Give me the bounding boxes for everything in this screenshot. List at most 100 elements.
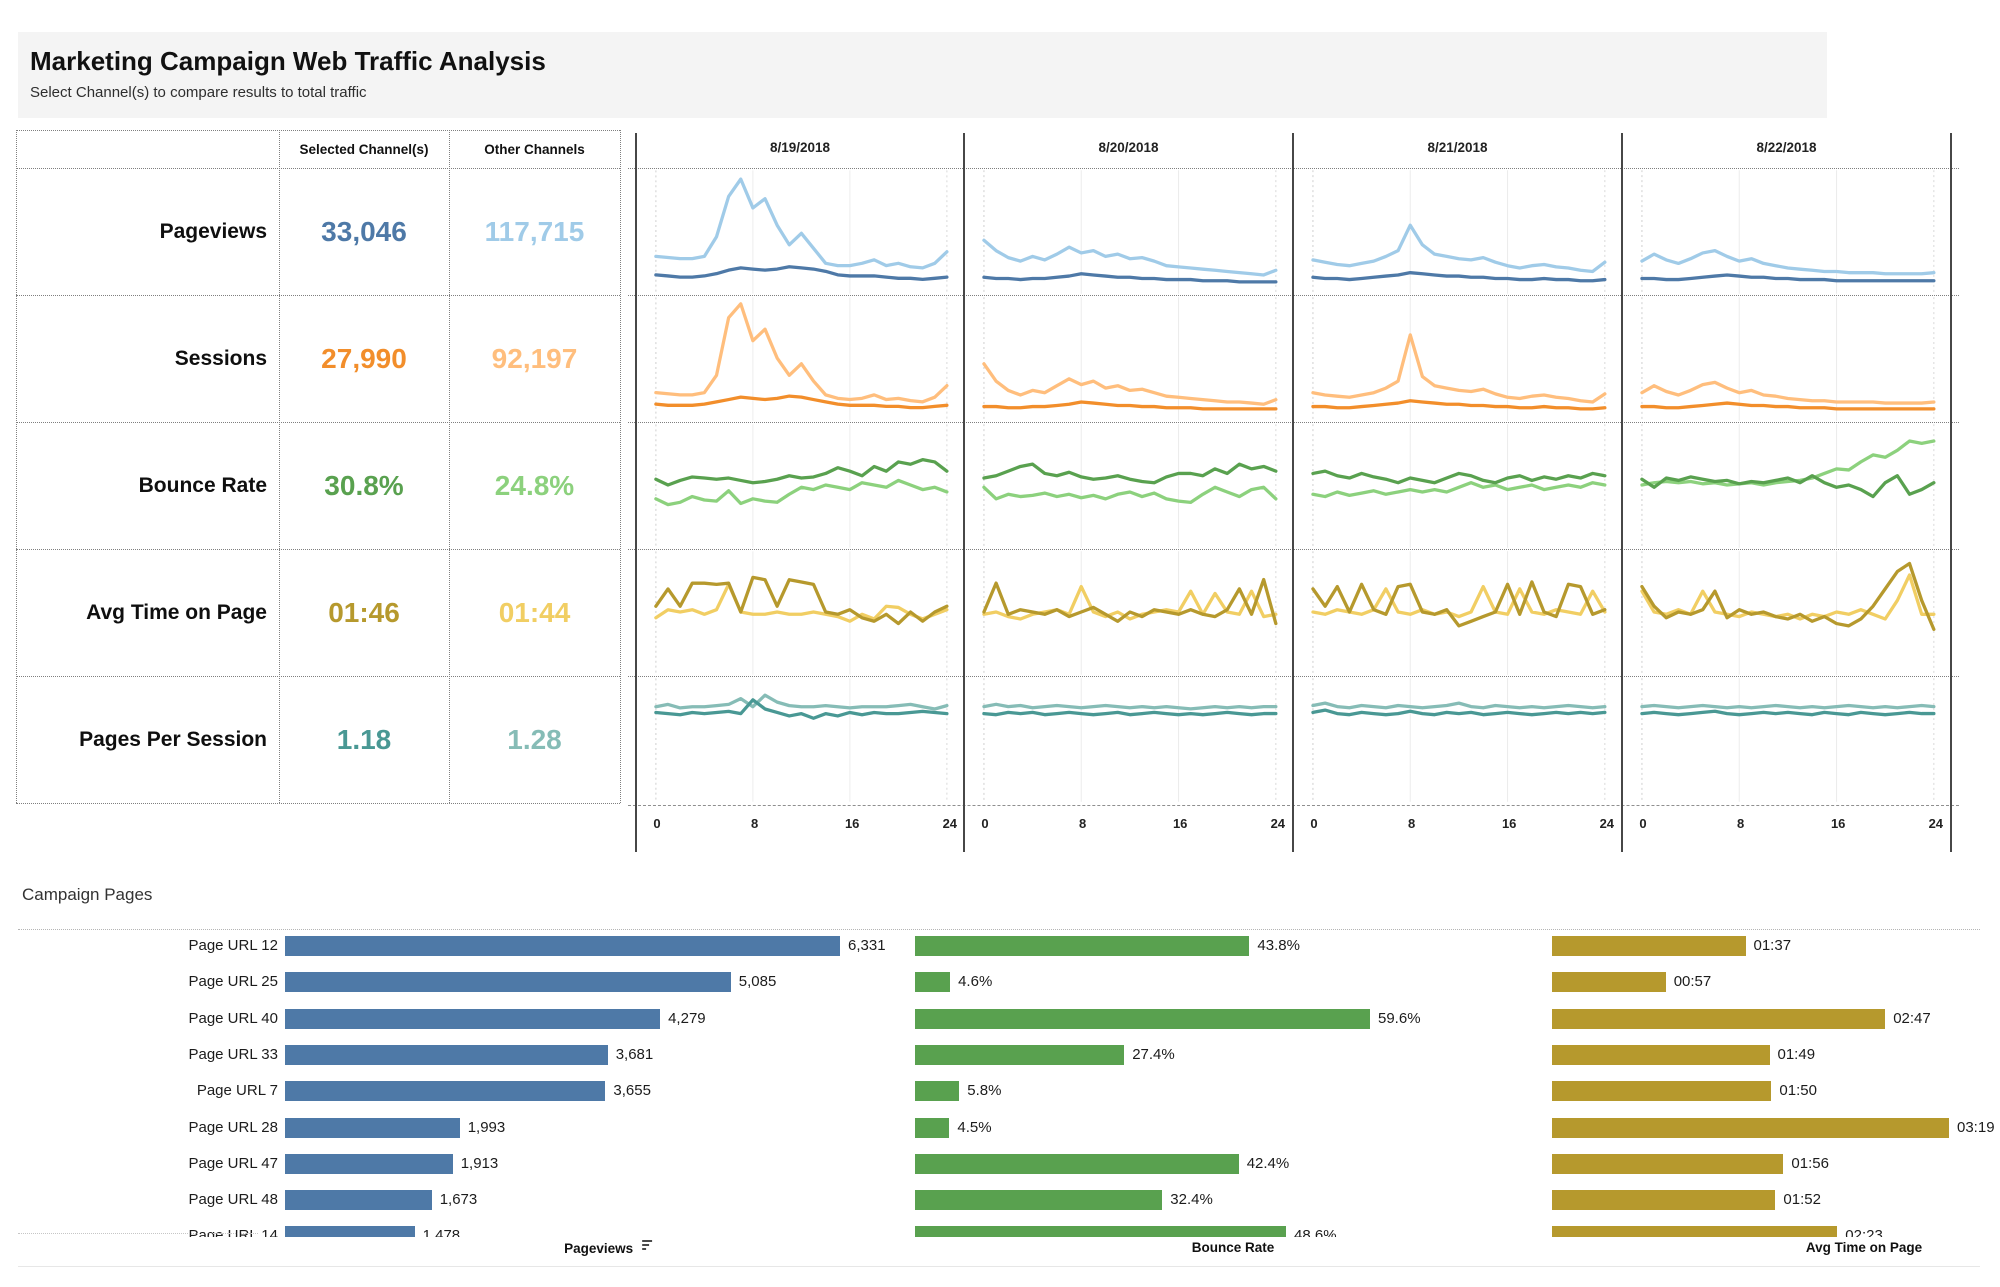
avg-time-bar[interactable] bbox=[1552, 1190, 1776, 1210]
table-border-horizontal bbox=[16, 422, 620, 423]
sparkline-panel[interactable] bbox=[1623, 297, 1949, 421]
sparkline-selected[interactable] bbox=[654, 698, 949, 720]
sparkline-panel[interactable] bbox=[965, 551, 1291, 675]
sparkline-selected[interactable] bbox=[1311, 708, 1607, 717]
kpi-value-other[interactable]: 01:44 bbox=[498, 596, 571, 628]
sparkline-panel[interactable] bbox=[1623, 678, 1949, 802]
sparkline-selected[interactable] bbox=[1640, 401, 1936, 411]
sparkline-panel[interactable] bbox=[965, 297, 1291, 421]
pageviews-bar[interactable] bbox=[285, 1154, 453, 1174]
pageviews-bar[interactable] bbox=[285, 1045, 608, 1065]
sparkline-panel[interactable] bbox=[1623, 170, 1949, 294]
kpi-value-selected[interactable]: 30.8% bbox=[324, 469, 404, 501]
sparkline-panel[interactable] bbox=[1623, 424, 1949, 548]
avg-time-bar[interactable] bbox=[1552, 936, 1746, 956]
sparkline-panel[interactable] bbox=[637, 551, 962, 675]
avg-time-bar[interactable] bbox=[1552, 1045, 1770, 1065]
avg-time-bar[interactable] bbox=[1552, 1154, 1784, 1174]
avg-time-bar[interactable] bbox=[1552, 1009, 1886, 1029]
bounce-rate-bar[interactable] bbox=[915, 1009, 1370, 1029]
sparkline-selected[interactable] bbox=[982, 710, 1278, 717]
sparkline-selected[interactable] bbox=[1311, 469, 1607, 485]
sparkline-other[interactable] bbox=[1640, 248, 1936, 276]
sparkline-selected[interactable] bbox=[1640, 709, 1936, 717]
pageviews-bar[interactable] bbox=[285, 1226, 415, 1237]
sparkline-panel[interactable] bbox=[1294, 551, 1620, 675]
sparkline-other[interactable] bbox=[1311, 701, 1607, 710]
sparkline-other[interactable] bbox=[654, 478, 949, 507]
bounce-rate-bar[interactable] bbox=[915, 1118, 950, 1138]
sparkline-other[interactable] bbox=[1311, 584, 1607, 619]
bounce-rate-bar[interactable] bbox=[915, 972, 951, 992]
sparkline-panel[interactable] bbox=[965, 424, 1291, 548]
sparkline-selected[interactable] bbox=[654, 575, 949, 626]
pageviews-bar[interactable] bbox=[285, 1118, 460, 1138]
pageviews-bar[interactable] bbox=[285, 1190, 432, 1210]
sparkline-selected[interactable] bbox=[1311, 271, 1607, 283]
sparkline-selected[interactable] bbox=[1311, 399, 1607, 411]
sparkline-other[interactable] bbox=[982, 362, 1278, 406]
pageviews-bar[interactable] bbox=[285, 1081, 606, 1101]
avg-time-bar[interactable] bbox=[1552, 1118, 1949, 1138]
sparkline-other[interactable] bbox=[1640, 703, 1936, 710]
bounce-rate-bar[interactable] bbox=[915, 1226, 1286, 1237]
kpi-value-selected[interactable]: 27,990 bbox=[321, 342, 407, 374]
sparkline-other[interactable] bbox=[654, 582, 949, 623]
sparkline-selected[interactable] bbox=[982, 272, 1278, 284]
kpi-value-selected[interactable]: 01:46 bbox=[328, 596, 400, 628]
sparkline-selected[interactable] bbox=[1640, 273, 1936, 283]
sparkline-cell bbox=[1623, 297, 1949, 421]
kpi-value-other[interactable]: 1.28 bbox=[507, 723, 562, 755]
sparkline-other[interactable] bbox=[982, 238, 1278, 277]
kpi-value-selected[interactable]: 33,046 bbox=[321, 215, 407, 247]
sparkline-selected[interactable] bbox=[1640, 474, 1936, 499]
sparkline-panel[interactable] bbox=[1623, 551, 1949, 675]
sparkline-other[interactable] bbox=[654, 177, 949, 270]
avg-time-bar[interactable] bbox=[1552, 1226, 1838, 1237]
sparkline-selected[interactable] bbox=[1311, 580, 1607, 628]
avg-time-bar[interactable] bbox=[1552, 1081, 1772, 1101]
sparkline-other[interactable] bbox=[1640, 439, 1936, 487]
kpi-value-other[interactable]: 24.8% bbox=[494, 469, 575, 501]
sparkline-other[interactable] bbox=[982, 584, 1278, 621]
sparkline-other[interactable] bbox=[982, 485, 1278, 504]
sparkline-other[interactable] bbox=[654, 302, 949, 404]
sparkline-selected[interactable] bbox=[982, 577, 1278, 626]
sparkline-panel[interactable] bbox=[637, 678, 962, 802]
sparkline-panel[interactable] bbox=[637, 170, 962, 294]
sparkline-other[interactable] bbox=[1640, 380, 1936, 405]
bounce-rate-bar[interactable] bbox=[915, 1154, 1239, 1174]
sparkline-panel[interactable] bbox=[1294, 678, 1620, 802]
avg-time-bar[interactable] bbox=[1552, 972, 1666, 992]
sparkline-panel[interactable] bbox=[637, 424, 962, 548]
date-column-header: 8/22/2018 bbox=[1756, 140, 1817, 155]
sparkline-selected[interactable] bbox=[1640, 561, 1936, 631]
pageviews-bar[interactable] bbox=[285, 936, 840, 956]
sparkline-selected[interactable] bbox=[982, 400, 1278, 411]
bounce-rate-bar[interactable] bbox=[915, 936, 1250, 956]
sparkline-other[interactable] bbox=[1311, 481, 1607, 499]
sort-descending-icon[interactable] bbox=[641, 1240, 654, 1251]
sparkline-selected[interactable] bbox=[654, 265, 949, 282]
sparkline-other[interactable] bbox=[1311, 333, 1607, 404]
sparkline-panel[interactable] bbox=[1294, 424, 1620, 548]
kpi-value-selected[interactable]: 1.18 bbox=[336, 723, 392, 755]
sparkline-other[interactable] bbox=[982, 702, 1278, 711]
kpi-value-other[interactable]: 92,197 bbox=[491, 342, 578, 374]
pageviews-bar[interactable] bbox=[285, 972, 731, 992]
bounce-rate-bar[interactable] bbox=[915, 1081, 960, 1101]
sparkline-other[interactable] bbox=[654, 693, 949, 711]
bounce-rate-bar[interactable] bbox=[915, 1045, 1125, 1065]
sparkline-panel[interactable] bbox=[965, 170, 1291, 294]
sparkline-panel[interactable] bbox=[1294, 170, 1620, 294]
sparkline-panel[interactable] bbox=[1294, 297, 1620, 421]
bounce-rate-bar[interactable] bbox=[915, 1190, 1163, 1210]
kpi-value-other[interactable]: 117,715 bbox=[484, 215, 585, 247]
sparkline-panel[interactable] bbox=[965, 678, 1291, 802]
sparkline-selected[interactable] bbox=[982, 462, 1278, 485]
sparkline-panel[interactable] bbox=[637, 297, 962, 421]
pageviews-bar[interactable] bbox=[285, 1009, 661, 1029]
sparkline-selected[interactable] bbox=[654, 458, 949, 487]
sparkline-selected[interactable] bbox=[654, 394, 949, 410]
sparkline-other[interactable] bbox=[1311, 223, 1607, 274]
